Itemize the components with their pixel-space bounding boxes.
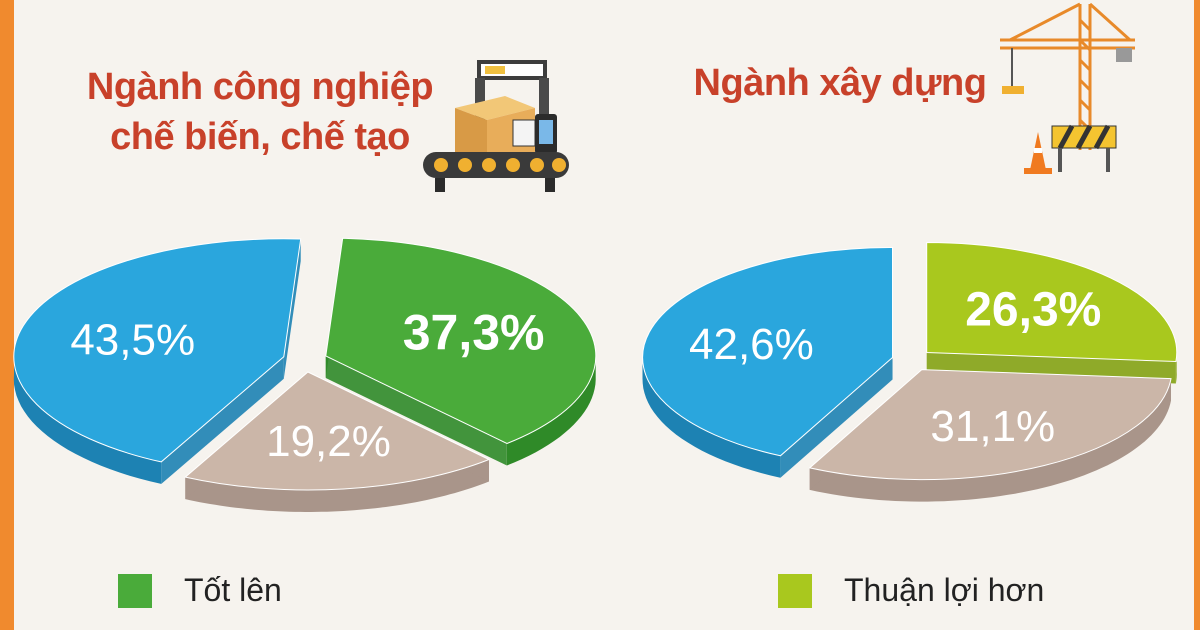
pie-wall-1-3-1	[283, 239, 301, 379]
pie-slice-2-3	[642, 246, 894, 457]
pie-chart-1: 37,3% 19,2% 43,5%	[13, 237, 597, 512]
pie-label-2-1: 26,3%	[965, 283, 1101, 336]
pie-side-1-2	[185, 459, 490, 512]
conveyor-box-icon	[423, 60, 569, 192]
pie-wall-1-3-0	[161, 356, 284, 484]
pie-label-2-2: 31,1%	[930, 402, 1055, 451]
pie-label-1-3: 43,5%	[70, 316, 195, 365]
pie-wall-1-1-1	[325, 356, 507, 466]
pie-slice-1-3	[13, 238, 302, 463]
chart-title-construction: Ngành xây dựng	[693, 62, 987, 104]
pie-wall-2-3-0	[780, 357, 893, 478]
legend-construction: Thuận lợi hơn	[778, 572, 1044, 609]
pie-slice-1-2	[184, 371, 491, 491]
pie-side-2-3	[642, 356, 781, 478]
legend-manufacturing: Tốt lên	[118, 572, 282, 609]
legend-swatch-thuan-loi-hon	[778, 573, 812, 608]
pie-label-1-2: 19,2%	[266, 417, 391, 466]
pie-side-1-1	[506, 353, 596, 466]
pie-chart-2: 26,3% 31,1% 42,6%	[642, 241, 1178, 502]
pie-side-2-2	[809, 378, 1171, 502]
pie-side-1-3	[13, 352, 162, 484]
orange-edge-left	[0, 0, 14, 630]
orange-edge-right	[1194, 0, 1200, 630]
legend-label-tot-len: Tốt lên	[184, 572, 282, 608]
crane-icon	[1000, 2, 1135, 174]
legend-swatch-tot-len	[118, 573, 152, 608]
pie-slice-2-1	[926, 241, 1178, 363]
pie-label-1-1: 37,3%	[403, 304, 545, 360]
pie-slice-2-2	[808, 369, 1172, 481]
pie-label-2-3: 42,6%	[689, 320, 814, 369]
legend-label-thuan-loi-hon: Thuận lợi hơn	[844, 572, 1045, 608]
pie-slice-1-1	[325, 237, 597, 445]
chart-title-manufacturing: Ngành công nghiệp chế biến, chế tạo	[86, 66, 434, 158]
